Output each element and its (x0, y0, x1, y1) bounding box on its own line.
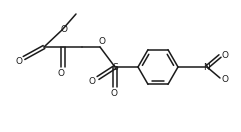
Text: O: O (111, 88, 118, 98)
Text: O: O (58, 69, 65, 77)
Text: O: O (88, 77, 95, 86)
Text: O: O (99, 37, 106, 46)
Text: O: O (60, 25, 67, 34)
Text: O: O (221, 51, 228, 60)
Text: O: O (15, 56, 22, 65)
Text: O: O (221, 74, 228, 84)
Text: N: N (204, 62, 210, 72)
Text: S: S (112, 62, 118, 72)
